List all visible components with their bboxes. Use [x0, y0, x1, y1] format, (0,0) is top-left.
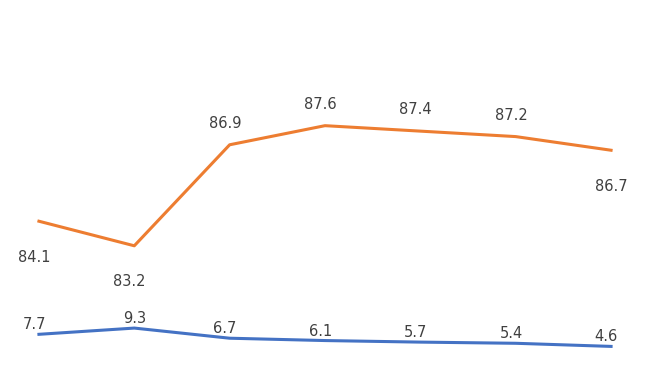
- Text: 6.1: 6.1: [309, 324, 332, 339]
- Text: 86.7: 86.7: [595, 179, 627, 194]
- Text: 9.3: 9.3: [123, 311, 146, 326]
- Text: 4.6: 4.6: [595, 329, 618, 344]
- Text: 84.1: 84.1: [18, 250, 51, 265]
- Text: 83.2: 83.2: [113, 274, 146, 290]
- Text: 5.7: 5.7: [404, 325, 427, 340]
- Text: 87.4: 87.4: [399, 102, 432, 117]
- Text: 86.9: 86.9: [209, 116, 241, 131]
- Text: 6.7: 6.7: [213, 321, 237, 336]
- Text: 5.4: 5.4: [499, 326, 523, 341]
- Text: 87.6: 87.6: [304, 97, 337, 112]
- Text: 7.7: 7.7: [22, 317, 46, 332]
- Text: 87.2: 87.2: [495, 108, 527, 123]
